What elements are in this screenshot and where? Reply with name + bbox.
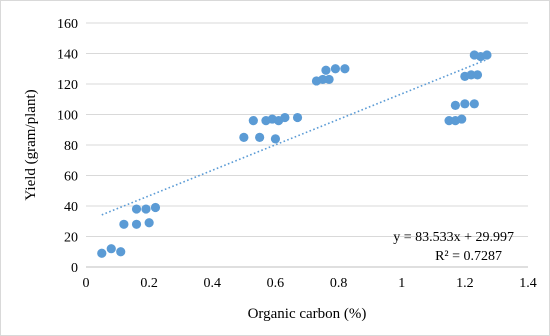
y-tick-label: 140 [57, 48, 78, 63]
data-point [97, 248, 107, 258]
data-point [248, 116, 258, 126]
data-point [321, 65, 331, 75]
x-tick-label: 1 [398, 276, 405, 291]
data-point [457, 114, 467, 124]
y-tick-label: 40 [64, 200, 78, 215]
data-point [472, 70, 483, 80]
y-tick-label: 20 [64, 231, 78, 246]
data-point [450, 100, 460, 110]
trendline-r2: R² = 0.7287 [435, 249, 502, 264]
data-point [340, 64, 350, 74]
data-point [444, 116, 454, 126]
x-tick-label: 0.6 [267, 276, 285, 291]
x-axis-title: Organic carbon (%) [248, 306, 367, 322]
data-point [280, 112, 290, 123]
data-point [150, 202, 161, 213]
y-tick-label: 160 [57, 17, 78, 32]
data-point [469, 99, 479, 109]
x-tick-label: 0.4 [204, 276, 222, 291]
y-tick-label: 60 [64, 170, 78, 185]
x-tick-label: 0 [83, 276, 90, 291]
data-point [141, 204, 151, 214]
y-tick-label: 120 [57, 78, 78, 93]
data-point [324, 74, 334, 85]
trendline [101, 58, 488, 216]
data-point [270, 134, 281, 144]
data-point [255, 132, 265, 142]
trendline-equation: y = 83.533x + 29.997 [393, 230, 514, 245]
y-tick-label: 100 [57, 109, 78, 124]
data-point [292, 112, 303, 123]
data-point [106, 244, 116, 254]
data-point [144, 218, 154, 228]
data-point [466, 70, 476, 80]
x-tick-label: 0.2 [140, 276, 158, 291]
y-tick-label: 80 [64, 139, 78, 154]
data-point [460, 99, 470, 109]
x-tick-labels: 0 0.2 0.4 0.6 0.8 1 1.2 1.4 [83, 276, 537, 291]
y-tick-labels: 0 20 40 60 80 100 120 140 160 [57, 17, 78, 276]
data-point [318, 74, 328, 85]
x-tick-label: 0.8 [330, 276, 348, 291]
data-point [116, 247, 126, 257]
y-axis-title: Yield (gram/plant) [23, 89, 39, 200]
data-point [482, 50, 492, 60]
data-point [131, 219, 142, 229]
y-tick-label: 0 [71, 261, 78, 276]
data-points [97, 50, 492, 258]
data-point [239, 132, 249, 142]
data-point [119, 219, 129, 229]
x-tick-label: 1.4 [519, 276, 537, 291]
data-point [131, 204, 142, 214]
data-point [330, 64, 341, 74]
x-tick-label: 1.2 [456, 276, 474, 291]
